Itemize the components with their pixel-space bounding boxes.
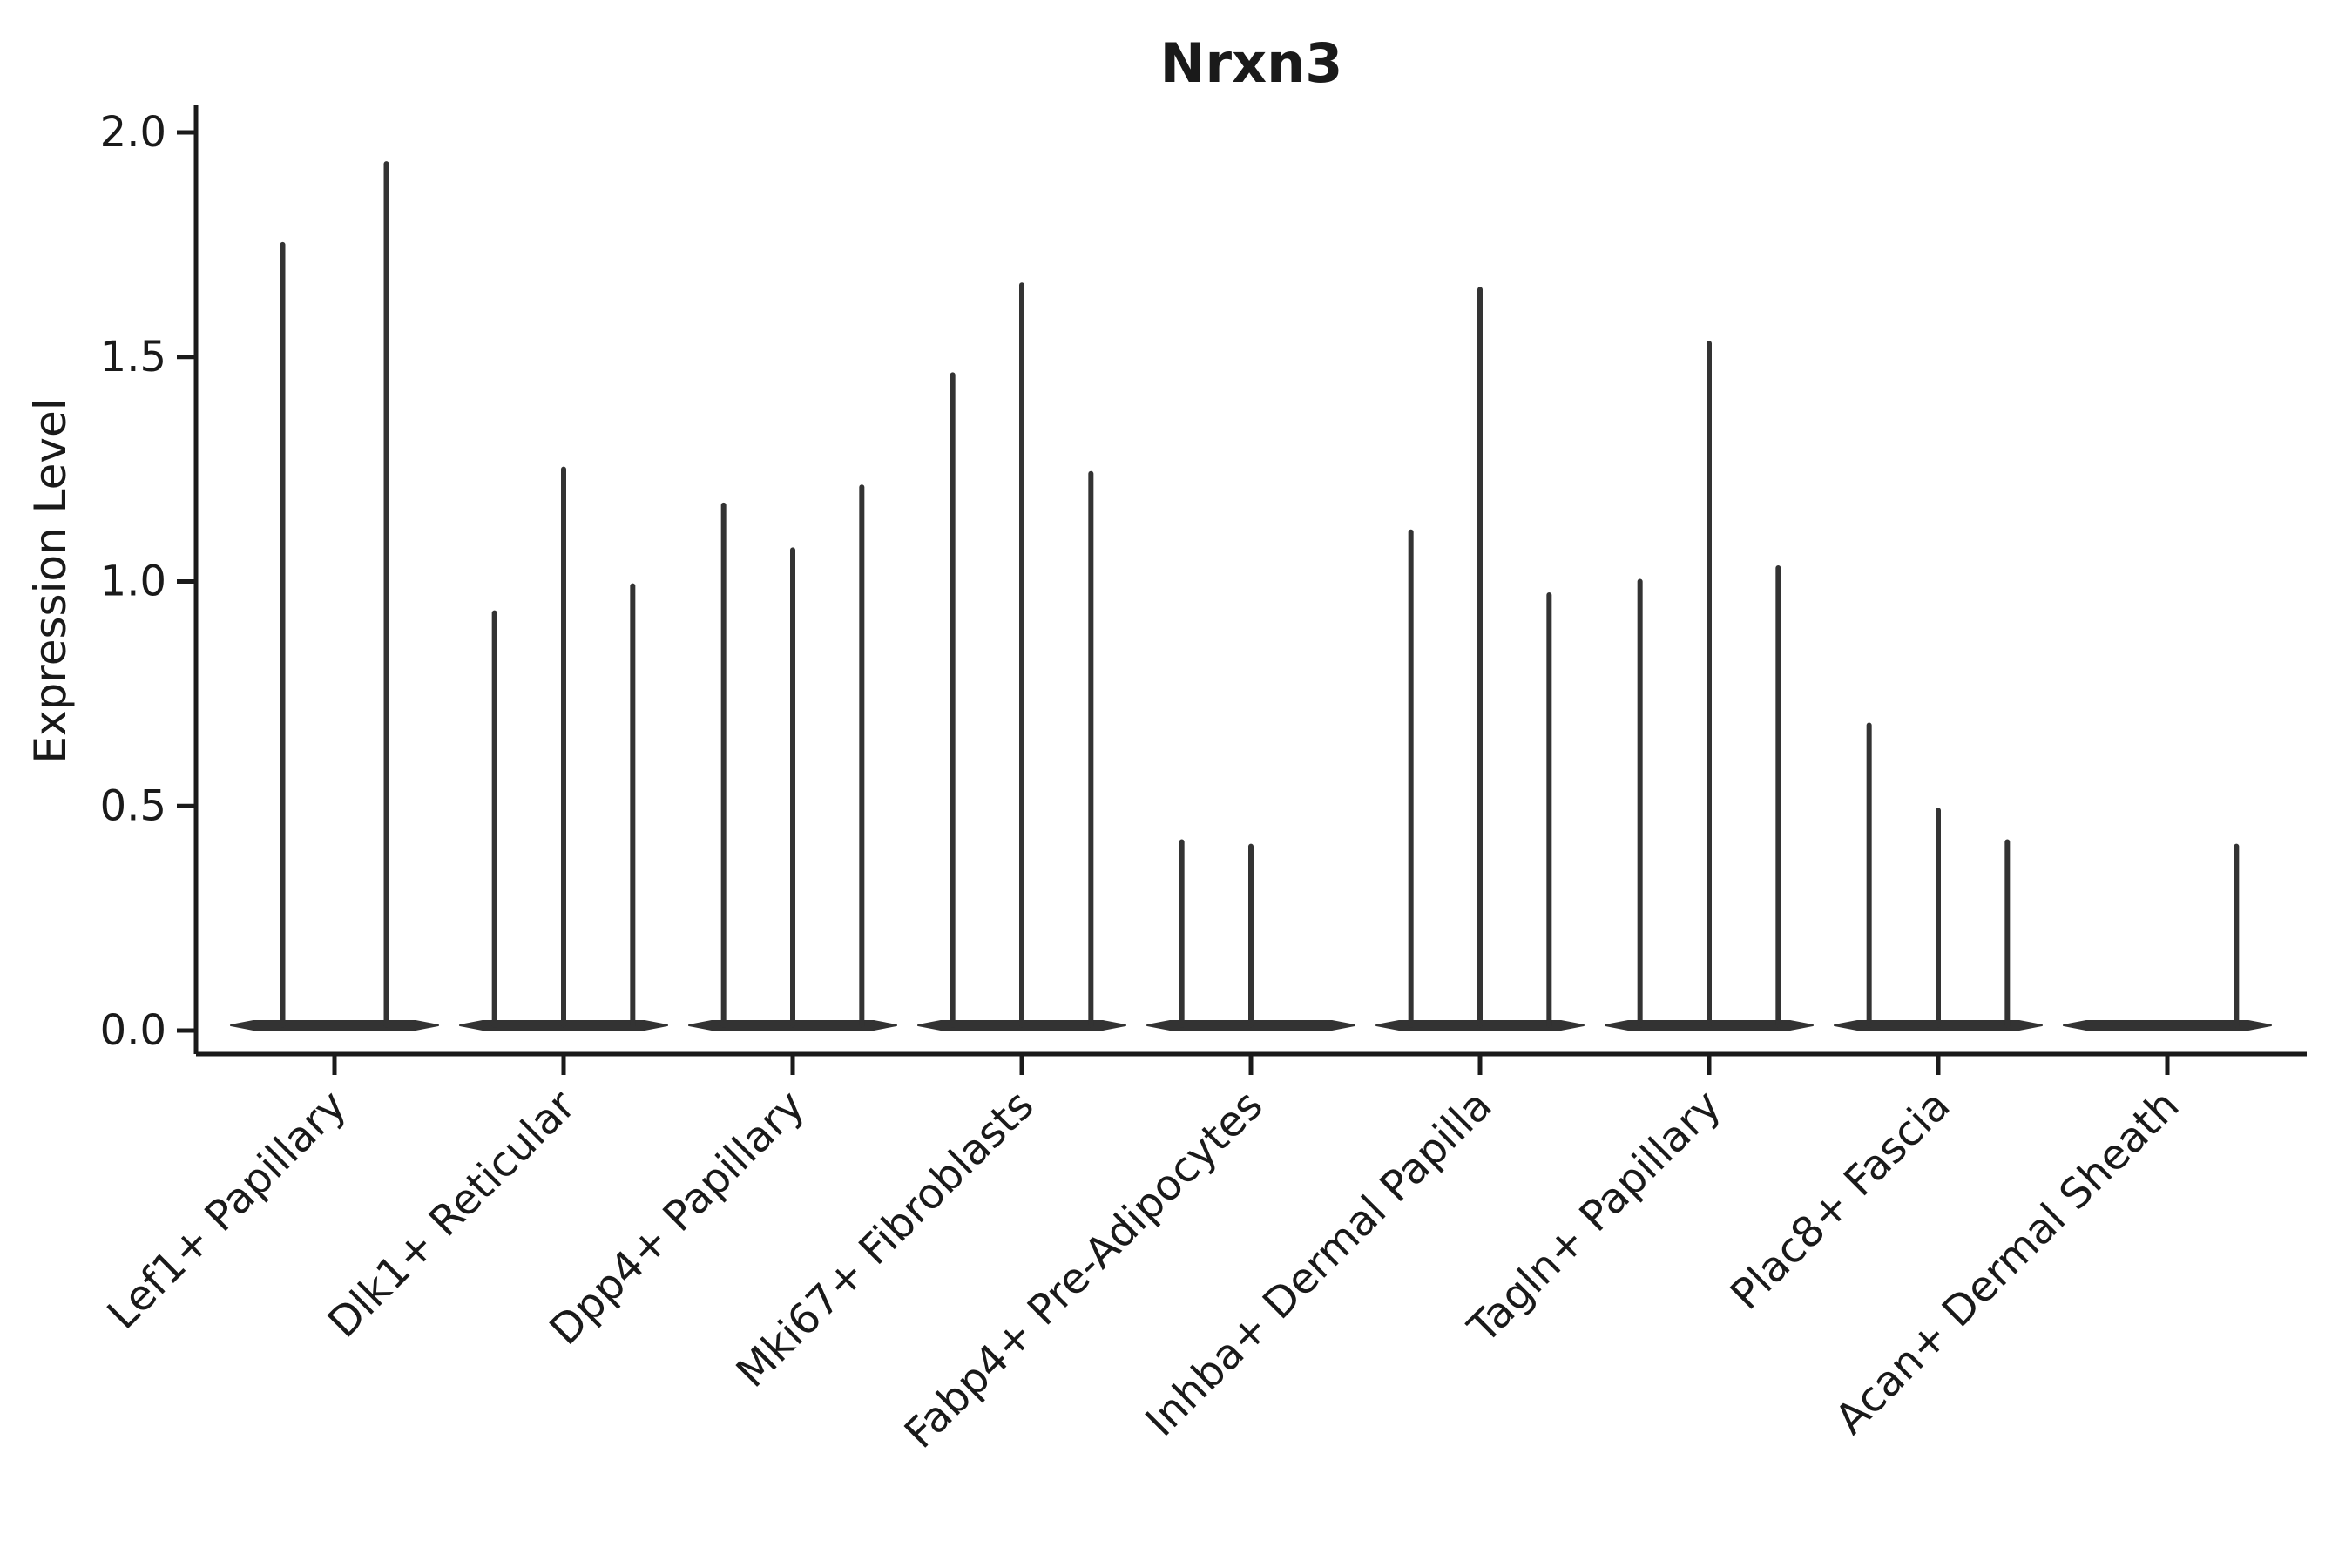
y-tick-label: 0.5 bbox=[100, 781, 166, 830]
x-tick-label: Tagln+ Papillary bbox=[1458, 1081, 1730, 1353]
y-tick-label: 1.5 bbox=[100, 333, 166, 382]
y-tick-label: 0.0 bbox=[100, 1006, 166, 1055]
x-tick-label: Dlk1+ Reticular bbox=[319, 1081, 585, 1348]
violin-baseline bbox=[2063, 1020, 2272, 1031]
chart-title: Nrxn3 bbox=[1159, 31, 1343, 95]
violin-baseline bbox=[230, 1020, 439, 1031]
x-tick-label: Plac8+ Fascia bbox=[1721, 1081, 1960, 1320]
y-tick-label: 1.0 bbox=[100, 558, 166, 606]
x-tick-label: Lef1+ Papillary bbox=[98, 1081, 356, 1339]
y-tick-label: 2.0 bbox=[100, 108, 166, 157]
x-tick-label: Dpp4+ Papillary bbox=[540, 1081, 814, 1355]
